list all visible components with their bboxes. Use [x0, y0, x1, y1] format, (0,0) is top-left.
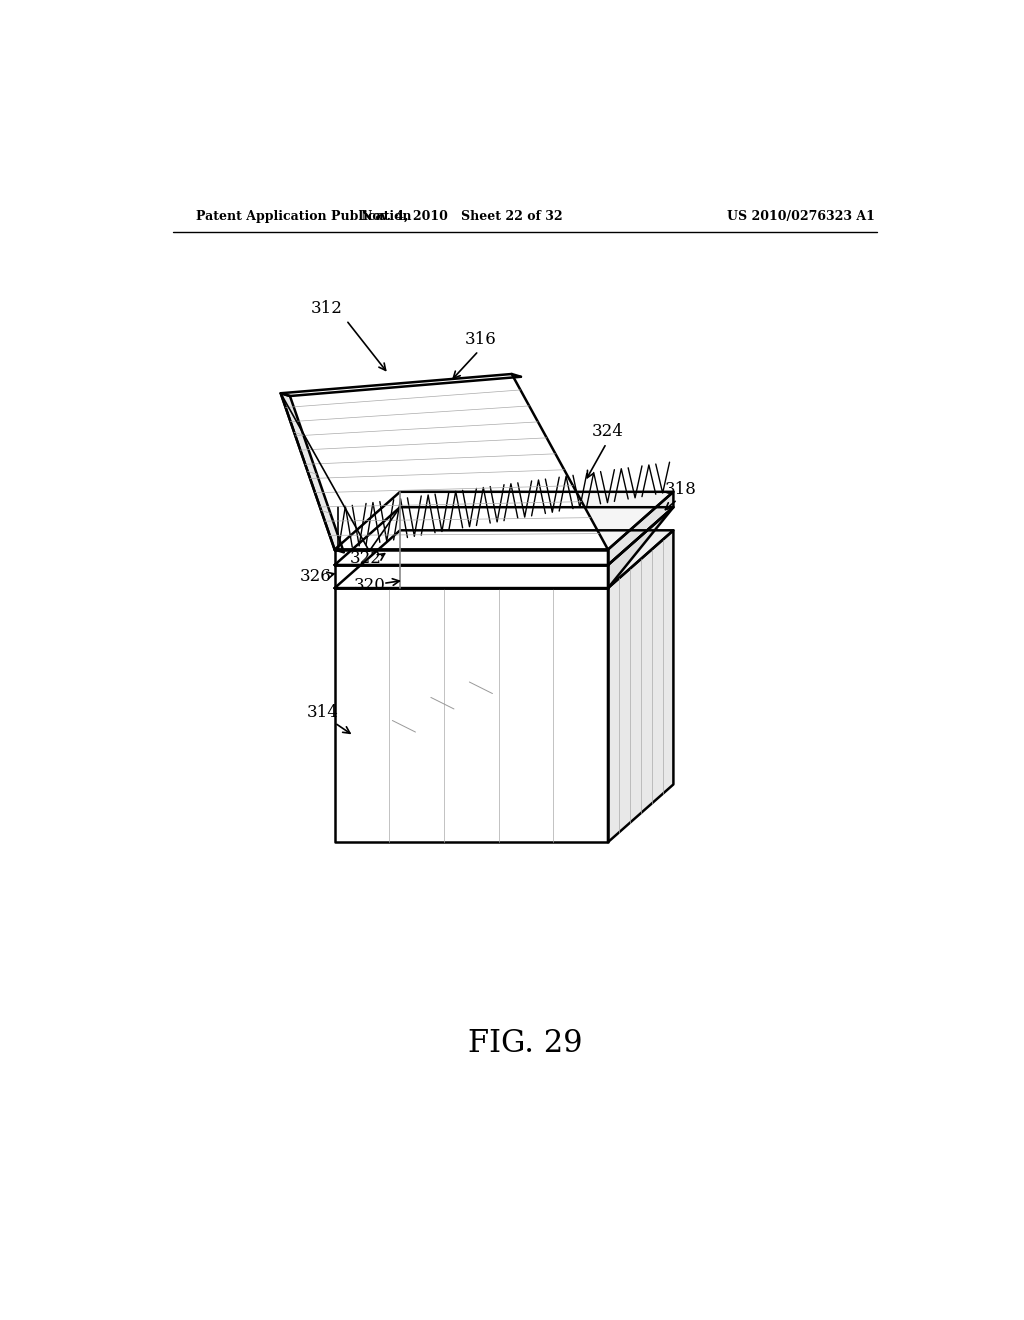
Polygon shape — [335, 492, 674, 549]
Text: 314: 314 — [307, 705, 339, 721]
Polygon shape — [335, 565, 608, 589]
Polygon shape — [608, 531, 674, 842]
Text: Patent Application Publication: Patent Application Publication — [196, 210, 412, 223]
Text: US 2010/0276323 A1: US 2010/0276323 A1 — [726, 210, 874, 223]
Text: 322: 322 — [349, 550, 381, 568]
Text: FIG. 29: FIG. 29 — [468, 1028, 582, 1060]
Text: 324: 324 — [592, 424, 624, 441]
Text: 312: 312 — [311, 300, 343, 317]
Polygon shape — [608, 507, 674, 589]
Polygon shape — [281, 393, 344, 552]
Polygon shape — [335, 531, 674, 589]
Text: 318: 318 — [666, 480, 697, 498]
Polygon shape — [335, 507, 674, 565]
Polygon shape — [335, 589, 608, 842]
Polygon shape — [608, 492, 674, 565]
Text: 316: 316 — [465, 331, 497, 348]
Text: 320: 320 — [353, 577, 385, 594]
Text: 326: 326 — [299, 568, 331, 585]
Polygon shape — [281, 374, 608, 549]
Polygon shape — [335, 549, 608, 565]
Text: Nov. 4, 2010   Sheet 22 of 32: Nov. 4, 2010 Sheet 22 of 32 — [360, 210, 562, 223]
